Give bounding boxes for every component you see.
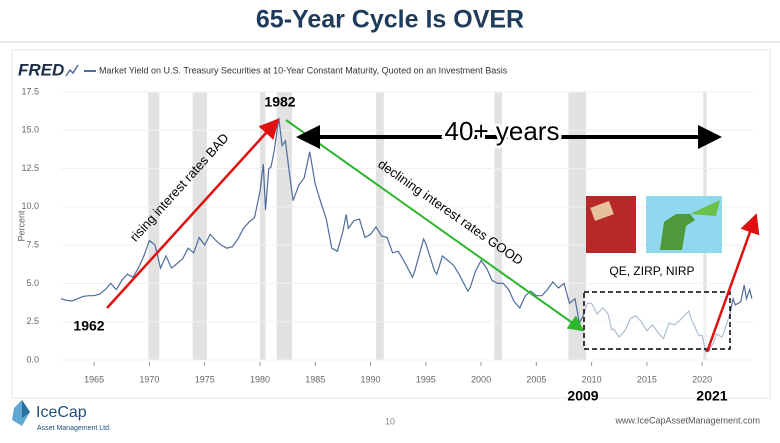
recession-band bbox=[276, 92, 293, 360]
footer: IceCap Asset Management Ltd. 10 www.IceC… bbox=[12, 400, 760, 432]
company-name: IceCap bbox=[36, 404, 87, 421]
logo-icon bbox=[65, 64, 79, 77]
qe-box-fade bbox=[584, 292, 730, 349]
x-tick-label: 2010 bbox=[582, 374, 602, 384]
money-image-detail bbox=[590, 201, 614, 221]
y-tick-label: 2.5 bbox=[26, 316, 39, 326]
y-tick-label: 5.0 bbox=[26, 278, 39, 288]
soldier-figure bbox=[660, 214, 695, 250]
declining-arrow bbox=[285, 119, 585, 332]
x-tick-label: 2000 bbox=[471, 374, 491, 384]
y-tick-label: 12.5 bbox=[21, 163, 39, 173]
y-tick-label: 17.5 bbox=[21, 86, 39, 96]
money-image bbox=[586, 196, 636, 253]
annotation: 40+ years bbox=[445, 116, 560, 146]
x-tick-label: 1995 bbox=[416, 374, 436, 384]
x-tick-label: 2005 bbox=[526, 374, 546, 384]
annotation: 1962 bbox=[73, 318, 104, 334]
recession-band bbox=[494, 92, 503, 360]
x-tick-label: 1980 bbox=[250, 374, 270, 384]
page-number: 10 bbox=[385, 416, 395, 426]
fred-logo: FRED bbox=[18, 60, 64, 79]
recession-band bbox=[259, 92, 266, 360]
company-sub: Asset Management Ltd. bbox=[37, 425, 111, 432]
y-tick-label: 15.0 bbox=[21, 125, 39, 135]
recession-band bbox=[148, 92, 160, 360]
rising-arrow bbox=[106, 118, 280, 309]
x-tick-label: 2020 bbox=[692, 374, 712, 384]
x-tick-label: 1985 bbox=[305, 374, 325, 384]
icecap-logo-facet bbox=[22, 400, 30, 418]
legend-label: Market Yield on U.S. Treasury Securities… bbox=[99, 65, 508, 75]
annotation: 2021 bbox=[696, 388, 727, 404]
x-tick-label: 1975 bbox=[195, 374, 215, 384]
y-tick-label: 10.0 bbox=[21, 201, 39, 211]
y-tick-label: 7.5 bbox=[26, 240, 39, 250]
x-tick-label: 1970 bbox=[139, 374, 159, 384]
rebound-arrow bbox=[705, 213, 760, 353]
x-tick-label: 1965 bbox=[84, 374, 104, 384]
y-axis-label: Percent bbox=[16, 210, 26, 242]
annotation: 1982 bbox=[264, 94, 295, 110]
y-tick-label: 0.0 bbox=[26, 354, 39, 364]
slide-title: 65-Year Cycle Is OVER bbox=[256, 6, 524, 34]
x-tick-label: 1990 bbox=[361, 374, 381, 384]
recession-band bbox=[376, 92, 384, 360]
footer-url: www.IceCapAssetManagement.com bbox=[614, 415, 760, 425]
recession-band bbox=[568, 92, 587, 360]
annotation: QE, ZIRP, NIRP bbox=[609, 264, 694, 278]
annotation: 2009 bbox=[567, 388, 598, 404]
recession-band bbox=[192, 92, 207, 360]
x-tick-label: 2015 bbox=[637, 374, 657, 384]
money-spray bbox=[690, 200, 720, 216]
